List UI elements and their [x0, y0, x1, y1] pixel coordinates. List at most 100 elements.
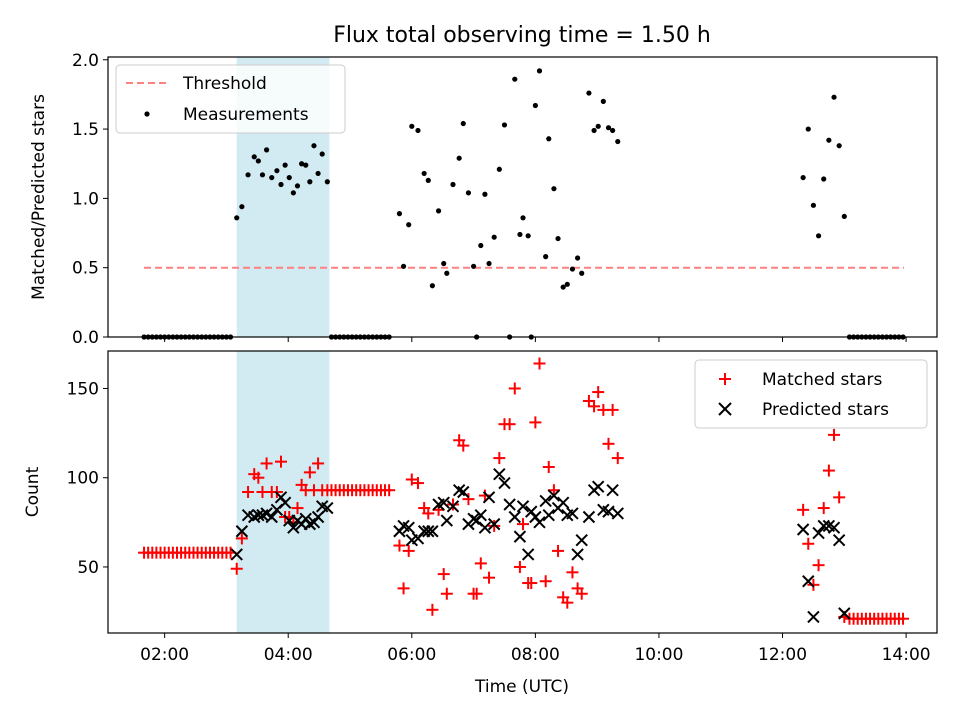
top-panel: 0.00.51.01.52.0 Matched/Predicted stars … — [29, 51, 938, 348]
measurement-point — [444, 270, 450, 276]
measurement-point — [396, 211, 403, 217]
measurement-point — [496, 166, 502, 172]
measurement-point — [517, 231, 523, 238]
predicted-star-point — [437, 496, 450, 509]
matched-star-point — [508, 382, 521, 395]
legend-threshold-label: Threshold — [182, 74, 267, 94]
measurement-point — [274, 168, 280, 174]
bottom-ytick-label: 100 — [67, 469, 99, 489]
measurement-point — [251, 154, 257, 160]
predicted-star-point — [602, 505, 615, 518]
measurement-point — [255, 158, 261, 164]
measurement-point — [841, 213, 847, 220]
matched-star-point — [582, 394, 595, 407]
measurement-point — [800, 174, 806, 181]
measurement-point — [478, 242, 484, 249]
matched-star-point — [291, 502, 304, 515]
matched-star-point — [812, 559, 825, 572]
bottom-ytick-label: 50 — [77, 558, 99, 578]
matched-star-point — [405, 473, 418, 486]
measurement-point — [600, 98, 606, 104]
top-axes-frame — [107, 56, 938, 338]
matched-star-point — [393, 539, 406, 552]
matched-star-point — [503, 418, 516, 431]
measurement-point — [425, 177, 431, 183]
measurement-point — [421, 170, 427, 177]
measurement-point — [579, 270, 585, 276]
predicted-star-point — [426, 525, 439, 538]
measurement-point — [491, 234, 497, 240]
measurement-point — [245, 172, 251, 178]
matched-star-point — [235, 532, 248, 545]
matched-star-point — [606, 403, 619, 416]
predicted-star-point — [493, 467, 506, 481]
matched-star-point — [397, 582, 410, 595]
matched-star-point — [592, 386, 605, 399]
measurement-point — [315, 170, 321, 177]
predicted-star-point — [542, 508, 555, 522]
top-ytick-label: 0.5 — [72, 259, 99, 279]
matched-star-point — [446, 498, 459, 511]
predicted-star-point — [230, 548, 243, 561]
matched-star-point — [383, 484, 396, 497]
predicted-star-point — [611, 507, 624, 520]
predicted-star-point — [256, 508, 269, 522]
legend-predicted-swatch — [718, 402, 732, 416]
measurement-point — [615, 138, 621, 145]
measurement-point — [460, 120, 466, 127]
predicted-star-point — [498, 476, 511, 490]
predicted-star-point — [446, 500, 460, 513]
measurement-point — [435, 208, 442, 214]
matched-star-point — [539, 575, 552, 588]
matched-star-point — [488, 519, 501, 532]
measurement-point — [831, 94, 837, 100]
measurement-point — [546, 136, 552, 142]
matched-star-point — [275, 455, 288, 468]
matched-star-point — [833, 491, 846, 504]
predicted-star-point — [487, 517, 501, 531]
matched-star-point — [513, 560, 526, 573]
predicted-star-point — [533, 516, 546, 529]
predicted-star-point — [402, 521, 415, 534]
bottom-xtick-label: 10:00 — [634, 645, 683, 665]
measurement-point — [536, 68, 543, 74]
measurement-point — [551, 186, 557, 192]
chart-title: Flux total observing time = 1.50 h — [333, 23, 711, 48]
predicted-star-point — [817, 519, 830, 533]
measurement-point — [278, 181, 284, 188]
measurement-point — [564, 281, 570, 287]
predicted-star-point — [606, 484, 619, 497]
predicted-star-point — [516, 500, 530, 513]
matched-star-point — [897, 612, 910, 625]
legend-measurements-label: Measurements — [183, 105, 309, 125]
measurement-point — [311, 143, 317, 149]
predicted-star-point — [503, 498, 516, 511]
predicted-star-point — [457, 485, 470, 499]
bottom-ylabel: Count — [23, 466, 43, 517]
predicted-star-point — [591, 480, 605, 493]
matched-star-point — [303, 466, 316, 479]
matched-star-point — [440, 587, 453, 600]
matched-star-point — [457, 439, 470, 452]
matched-star-point — [807, 578, 820, 591]
matched-star-point — [312, 457, 325, 470]
matched-star-point — [242, 486, 255, 498]
predicted-star-point — [321, 501, 334, 515]
predicted-star-point — [807, 610, 820, 624]
matched-star-point — [797, 503, 810, 516]
predicted-star-point — [508, 510, 521, 524]
measurement-point — [815, 233, 822, 239]
measurement-point — [282, 162, 288, 168]
predicted-star-point — [838, 607, 851, 620]
predicted-star-point — [482, 491, 496, 504]
matched-star-point — [588, 400, 601, 413]
measurement-point — [303, 162, 309, 168]
matched-star-point — [561, 596, 574, 609]
matched-star-point — [402, 544, 415, 557]
measurement-point — [450, 181, 456, 188]
predicted-star-point — [556, 496, 570, 509]
measurement-point — [406, 222, 412, 228]
predicted-star-point — [582, 510, 596, 524]
measurement-point — [299, 161, 305, 167]
measurement-point — [810, 202, 817, 208]
